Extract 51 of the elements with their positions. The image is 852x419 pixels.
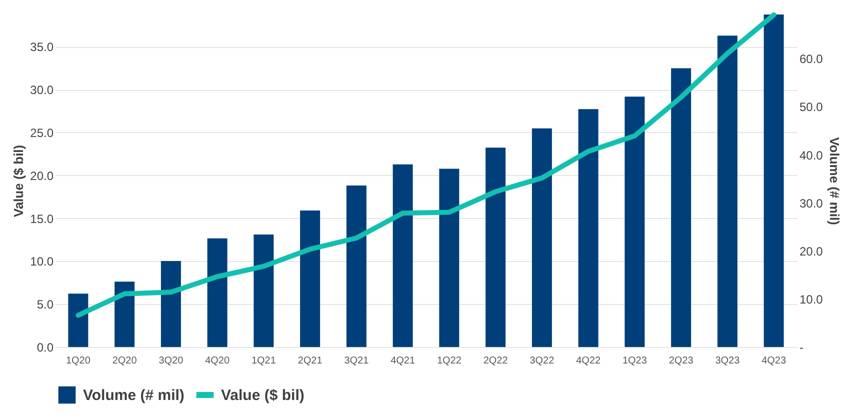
y-tick-label: 35.0 (30, 40, 54, 54)
bar (624, 96, 645, 347)
bar (346, 186, 366, 347)
bar (439, 168, 460, 347)
x-tick-label: 3Q21 (344, 356, 370, 366)
x-tick-label: 3Q22 (530, 356, 555, 366)
x-tick-label: 4Q21 (390, 356, 416, 366)
legend-label: Value ($ bil) (221, 387, 304, 404)
y-tick-label: 15.0 (30, 212, 54, 226)
x-tick-label: 4Q22 (576, 356, 601, 366)
x-tick-label: 4Q20 (205, 356, 230, 366)
bar (392, 164, 413, 347)
bar (160, 260, 181, 347)
x-tick-label: 2Q21 (298, 356, 323, 366)
bar (532, 128, 552, 347)
y2-tick-label: 40.0 (800, 148, 824, 162)
y-tick-label: 30.0 (30, 83, 54, 98)
y2-tick-label: 30.0 (800, 196, 824, 210)
x-tick-label: 3Q20 (158, 356, 184, 366)
y2-tick-label: - (800, 340, 804, 354)
x-tick-label: 1Q21 (251, 356, 276, 366)
y2-tick-label: 10.0 (800, 292, 824, 306)
y2-tick-label: 50.0 (800, 100, 824, 114)
y-tick-label: 10.0 (30, 254, 54, 269)
bar (300, 210, 320, 347)
y-axis-title: Value ($ bil) (11, 144, 26, 218)
bar (578, 109, 598, 347)
x-tick-label: 1Q23 (622, 356, 648, 366)
bar (114, 282, 135, 347)
x-tick-label: 4Q23 (762, 356, 786, 366)
y-tick-label: 0.0 (36, 340, 54, 354)
x-tick-label: 1Q22 (436, 356, 462, 366)
x-tick-label: 3Q23 (715, 356, 740, 366)
y2-tick-label: 20.0 (800, 244, 824, 258)
y-tick-label: 25.0 (30, 126, 54, 140)
x-tick-label: 1Q20 (66, 356, 91, 366)
x-tick-label: 2Q20 (112, 356, 138, 366)
bar (486, 148, 506, 347)
bar (254, 234, 274, 347)
y-tick-label: 20.0 (30, 168, 54, 183)
bar (671, 68, 692, 347)
bar (717, 36, 738, 347)
y2-axis-title: Volume (# mil) (826, 137, 842, 225)
legend-label: Volume (# mil) (83, 387, 184, 404)
x-tick-label: 2Q22 (483, 356, 508, 366)
y-tick-label: 5.0 (36, 298, 54, 312)
y2-tick-label: 60.0 (800, 52, 824, 66)
bar (764, 14, 784, 347)
x-tick-label: 2Q23 (668, 356, 694, 366)
bar (68, 294, 88, 347)
bar (207, 238, 228, 347)
